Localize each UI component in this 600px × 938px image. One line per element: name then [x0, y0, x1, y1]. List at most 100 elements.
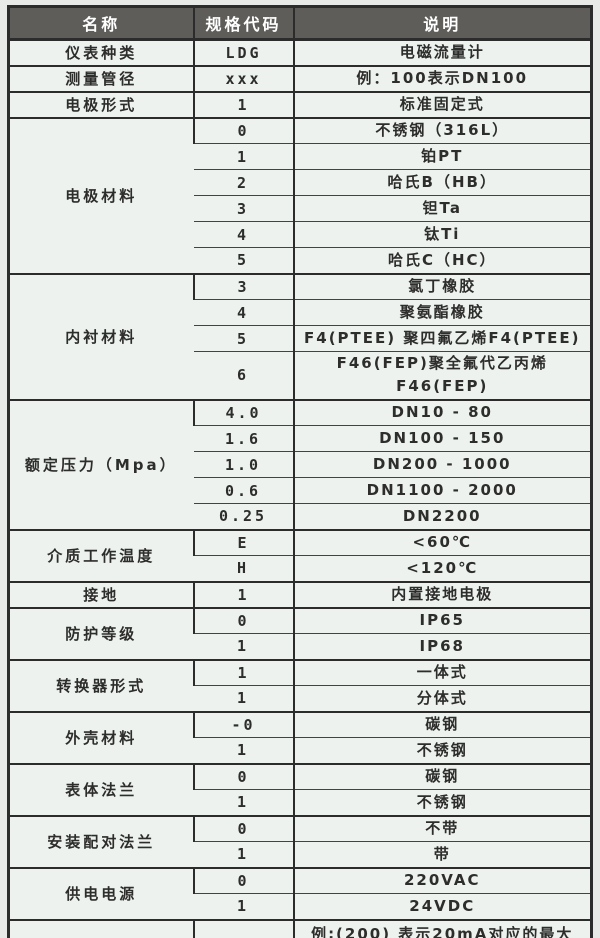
table-row: 4 钛Ti [9, 221, 592, 248]
row-group-name: 表体法兰 [8, 762, 194, 816]
spec-code-cell: 5 [193, 325, 294, 352]
spec-code-cell: 0 [192, 762, 294, 790]
spec-code-cell: 4 [193, 221, 294, 248]
row-group-name: 额定压力（Mpa） [8, 398, 194, 530]
spec-code-cell: 1 [193, 841, 294, 868]
row-group-name: 接地 [8, 580, 194, 608]
spec-desc-cell: 分体式 [292, 685, 592, 712]
spec-desc-cell: DN10 - 80 [292, 398, 592, 426]
spec-desc-cell: 铂PT [292, 143, 592, 170]
spec-code-cell: 0.6 [193, 477, 294, 504]
spec-desc-cell: <120℃ [292, 555, 592, 582]
spec-code-cell: 0 [192, 866, 294, 894]
table-row: 电极材料 0 不锈钢（316L） [8, 116, 592, 274]
spec-code-cell: 0 [192, 814, 294, 842]
table-row: 5 F4(PTEE) 聚四氟乙烯F4(PTEE) [9, 325, 592, 352]
spec-code-cell: 4.0 [192, 398, 294, 426]
table-row: 额定压力（Mpa） 4.0 DN10 - 80 [8, 398, 592, 530]
table-row: 1.0 DN200 - 1000 [9, 451, 592, 478]
table-row: 1 分体式 [9, 685, 592, 712]
table-row: 外壳材料 -0 碳钢 [8, 710, 592, 764]
row-group-name: 防护等级 [8, 606, 194, 660]
row-group-name: 电极材料 [8, 116, 194, 274]
spec-desc-cell: DN200 - 1000 [292, 451, 592, 478]
spec-desc-cell: 24VDC [292, 893, 592, 920]
row-group-name: 介质工作温度 [8, 528, 194, 582]
row-group-name: 安装配对法兰 [8, 814, 194, 868]
table-row: 0.25 DN2200 [9, 503, 592, 530]
row-group-name: 内衬材料 [8, 272, 194, 400]
row-group-name: 外壳材料 [8, 710, 194, 764]
spec-code-cell: -0 [192, 710, 294, 738]
table-row: 0.6 DN1100 - 2000 [9, 477, 592, 504]
spec-desc-cell: 碳钢 [292, 710, 592, 738]
table-row: 1 不锈钢 [9, 737, 592, 764]
row-group-name: 电极形式 [8, 90, 194, 118]
spec-code-cell: 0 [192, 606, 294, 634]
spec-desc-cell: 例:(200) 表示20mA对应的最大 流量为200m /h³ [292, 918, 592, 938]
spec-code-cell: 2 [193, 169, 294, 196]
spec-code-cell: 1 [193, 893, 294, 920]
table-row: H <120℃ [9, 555, 592, 582]
spec-desc-cell: IP68 [292, 633, 592, 660]
spec-code-cell: xxx [192, 64, 294, 92]
table-row: 5 哈氏C（HC） [9, 247, 592, 274]
spec-desc-cell: <60℃ [292, 528, 592, 556]
table-row: 接地 1 内置接地电极 [8, 580, 592, 608]
spec-desc-cell: 不锈钢（316L） [292, 116, 592, 144]
spec-desc-cell: 标准固定式 [292, 90, 592, 118]
table-row: 转换器形式 1 一体式 [8, 658, 592, 712]
spec-code-cell: 1.0 [193, 451, 294, 478]
table-row: 介质工作温度 E <60℃ [8, 528, 592, 582]
table-row: 内衬材料 3 氯丁橡胶 [8, 272, 592, 400]
spec-code-cell: 0 [192, 116, 294, 144]
spec-desc-cell: 一体式 [292, 658, 592, 686]
spec-desc-cell: DN1100 - 2000 [292, 477, 592, 504]
column-header-code: 规格代码 [192, 6, 294, 41]
row-group-name: 转换器形式 [8, 658, 194, 712]
spec-code-cell: E [192, 528, 294, 556]
spec-code-cell: 1 [193, 789, 294, 816]
spec-code-cell: 5 [193, 247, 294, 274]
table-row: 测量管径 xxx 例：100表示DN100 [8, 64, 592, 92]
spec-desc-cell: 内置接地电极 [292, 580, 592, 608]
spec-desc-cell: 例：100表示DN100 [292, 64, 592, 92]
spec-code-cell: H [193, 555, 294, 582]
table-row: 2 哈氏B（HB） [9, 169, 592, 196]
row-group-name: 仪表量程 [8, 918, 194, 938]
column-header-name: 名称 [8, 6, 194, 41]
table-header-row: 名称 规格代码 说明 [8, 6, 592, 41]
spec-desc-cell: DN2200 [292, 503, 592, 530]
table-row: 表体法兰 0 碳钢 [8, 762, 592, 816]
table-row: 1.6 DN100 - 150 [9, 425, 592, 452]
spec-desc-cell: 聚氨酯橡胶 [292, 299, 592, 326]
spec-code-cell: 4 [193, 299, 294, 326]
spec-code-cell: 1 [193, 143, 294, 170]
column-header-desc: 说明 [292, 6, 592, 41]
table-row: 3 钽Ta [9, 195, 592, 222]
table-row: 4 聚氨酯橡胶 [9, 299, 592, 326]
spec-desc-cell: 不锈钢 [292, 789, 592, 816]
table-row: 电极形式 1 标准固定式 [8, 90, 592, 118]
spec-desc-cell: 碳钢 [292, 762, 592, 790]
spec-desc-cell: F46(FEP)聚全氟代乙丙烯F46(FEP) [292, 351, 592, 400]
spec-desc-cell: DN100 - 150 [292, 425, 592, 452]
row-group-name: 测量管径 [8, 64, 194, 92]
spec-desc-cell: 钽Ta [292, 195, 592, 222]
spec-desc-cell: IP65 [292, 606, 592, 634]
table-row: 供电电源 0 220VAC [8, 866, 592, 920]
spec-code-cell: 1 [193, 685, 294, 712]
table-row: 1 24VDC [9, 893, 592, 920]
spec-desc-cell: 哈氏B（HB） [292, 169, 592, 196]
table-row: 1 不锈钢 [9, 789, 592, 816]
spec-code-cell: 1 [192, 658, 294, 686]
spec-code-cell: (xxx) [192, 918, 294, 938]
table-row: 仪表量程(xxx)例:(200) 表示20mA对应的最大 流量为200m /h³ [8, 918, 592, 938]
spec-desc-cell: 不锈钢 [292, 737, 592, 764]
spec-desc-cell: 钛Ti [292, 221, 592, 248]
spec-code-cell: LDG [192, 38, 294, 66]
spec-code-cell: 3 [192, 272, 294, 300]
row-group-name: 供电电源 [8, 866, 194, 920]
